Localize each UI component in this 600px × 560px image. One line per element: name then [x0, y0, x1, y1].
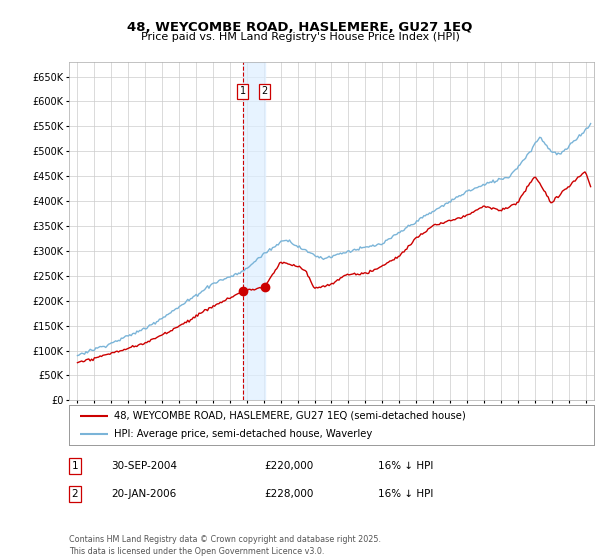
Text: £228,000: £228,000	[264, 489, 313, 499]
Text: 1: 1	[71, 461, 79, 471]
Text: 30-SEP-2004: 30-SEP-2004	[111, 461, 177, 471]
Text: 1: 1	[239, 86, 245, 96]
Text: 20-JAN-2006: 20-JAN-2006	[111, 489, 176, 499]
Text: 2: 2	[71, 489, 79, 499]
Text: 48, WEYCOMBE ROAD, HASLEMERE, GU27 1EQ: 48, WEYCOMBE ROAD, HASLEMERE, GU27 1EQ	[127, 21, 473, 34]
Text: 48, WEYCOMBE ROAD, HASLEMERE, GU27 1EQ (semi-detached house): 48, WEYCOMBE ROAD, HASLEMERE, GU27 1EQ (…	[113, 411, 466, 421]
Text: 2: 2	[262, 86, 268, 96]
Text: 16% ↓ HPI: 16% ↓ HPI	[378, 489, 433, 499]
Text: Price paid vs. HM Land Registry's House Price Index (HPI): Price paid vs. HM Land Registry's House …	[140, 32, 460, 43]
Text: 16% ↓ HPI: 16% ↓ HPI	[378, 461, 433, 471]
Text: HPI: Average price, semi-detached house, Waverley: HPI: Average price, semi-detached house,…	[113, 430, 372, 439]
Text: Contains HM Land Registry data © Crown copyright and database right 2025.
This d: Contains HM Land Registry data © Crown c…	[69, 535, 381, 556]
Bar	[242, 62, 265, 400]
Text: £220,000: £220,000	[264, 461, 313, 471]
